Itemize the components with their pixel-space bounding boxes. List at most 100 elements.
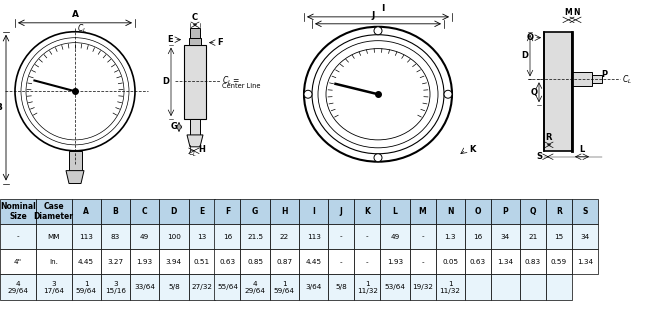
- Bar: [270, 199, 299, 224]
- Text: D: D: [521, 51, 528, 60]
- Text: 113: 113: [79, 234, 93, 240]
- Polygon shape: [187, 135, 203, 147]
- Bar: [190, 28, 200, 38]
- Bar: [410, 249, 436, 274]
- Text: 3/64: 3/64: [306, 284, 322, 290]
- Bar: [130, 274, 159, 300]
- Bar: [436, 224, 465, 249]
- Text: M: M: [419, 207, 426, 216]
- Bar: [465, 274, 491, 300]
- Bar: [546, 274, 572, 300]
- Text: O: O: [526, 33, 534, 42]
- Bar: [491, 199, 520, 224]
- Text: $C_L$: $C_L$: [188, 149, 198, 159]
- Text: I: I: [382, 4, 385, 13]
- Text: -: -: [340, 259, 343, 265]
- Bar: [240, 274, 270, 300]
- Text: 113: 113: [307, 234, 320, 240]
- Bar: [572, 249, 598, 274]
- Bar: [328, 249, 354, 274]
- Text: In.: In.: [49, 259, 58, 265]
- Text: 22: 22: [280, 234, 289, 240]
- Text: 33/64: 33/64: [134, 284, 155, 290]
- Text: -: -: [366, 234, 369, 240]
- Text: 0.63: 0.63: [470, 259, 486, 265]
- Text: 4
29/64: 4 29/64: [244, 281, 266, 294]
- Circle shape: [15, 32, 135, 151]
- Bar: [465, 199, 491, 224]
- Bar: [240, 224, 270, 249]
- Bar: [0, 224, 36, 249]
- Text: 55/64: 55/64: [217, 284, 238, 290]
- Text: 3.94: 3.94: [166, 259, 182, 265]
- Text: 1.93: 1.93: [387, 259, 403, 265]
- Bar: [240, 199, 270, 224]
- Bar: [214, 249, 240, 274]
- Bar: [546, 249, 572, 274]
- Bar: [572, 73, 592, 86]
- Bar: [299, 249, 328, 274]
- Text: 21: 21: [528, 234, 538, 240]
- Text: -: -: [421, 259, 424, 265]
- Text: K: K: [364, 207, 370, 216]
- Text: 1.93: 1.93: [136, 259, 153, 265]
- Bar: [354, 274, 380, 300]
- Bar: [328, 199, 354, 224]
- Text: O: O: [474, 207, 481, 216]
- Text: 4.45: 4.45: [306, 259, 322, 265]
- Bar: [592, 75, 602, 83]
- Text: B: B: [112, 207, 118, 216]
- Text: 3
15/16: 3 15/16: [105, 281, 126, 294]
- Bar: [465, 249, 491, 274]
- Bar: [214, 224, 240, 249]
- Bar: [72, 199, 101, 224]
- Text: 34: 34: [500, 234, 510, 240]
- Text: $C_L$: $C_L$: [622, 73, 632, 86]
- Bar: [436, 199, 465, 224]
- Bar: [0, 274, 36, 300]
- Text: C: C: [192, 13, 198, 22]
- Text: -: -: [340, 234, 343, 240]
- Ellipse shape: [304, 27, 452, 162]
- Text: 1.34: 1.34: [497, 259, 514, 265]
- Text: G: G: [252, 207, 258, 216]
- Text: 0.85: 0.85: [247, 259, 263, 265]
- Text: 0.05: 0.05: [442, 259, 458, 265]
- Bar: [0, 249, 36, 274]
- Text: N: N: [447, 207, 454, 216]
- Bar: [188, 224, 215, 249]
- Text: L: L: [393, 207, 397, 216]
- Bar: [465, 224, 491, 249]
- Text: 0.51: 0.51: [194, 259, 209, 265]
- Text: 0.83: 0.83: [525, 259, 541, 265]
- Bar: [546, 224, 572, 249]
- Text: K: K: [469, 145, 475, 154]
- Bar: [299, 199, 328, 224]
- Text: 34: 34: [580, 234, 590, 240]
- Text: H: H: [281, 207, 287, 216]
- Text: H: H: [198, 145, 205, 154]
- Bar: [270, 224, 299, 249]
- Text: 19/32: 19/32: [412, 284, 433, 290]
- Text: D: D: [162, 77, 170, 86]
- Bar: [188, 249, 215, 274]
- Bar: [491, 224, 520, 249]
- Text: 53/64: 53/64: [384, 284, 406, 290]
- Text: 83: 83: [111, 234, 120, 240]
- Text: E: E: [167, 35, 173, 44]
- Text: 49: 49: [390, 234, 400, 240]
- Bar: [101, 224, 130, 249]
- Bar: [270, 274, 299, 300]
- Text: S: S: [582, 207, 588, 216]
- Bar: [572, 199, 598, 224]
- Bar: [546, 199, 572, 224]
- Text: 0.87: 0.87: [276, 259, 292, 265]
- Bar: [159, 224, 188, 249]
- Text: P: P: [502, 207, 508, 216]
- Text: MM: MM: [47, 234, 60, 240]
- Bar: [328, 274, 354, 300]
- Bar: [410, 199, 436, 224]
- Bar: [188, 199, 215, 224]
- Text: 21.5: 21.5: [247, 234, 263, 240]
- Text: S: S: [536, 152, 542, 161]
